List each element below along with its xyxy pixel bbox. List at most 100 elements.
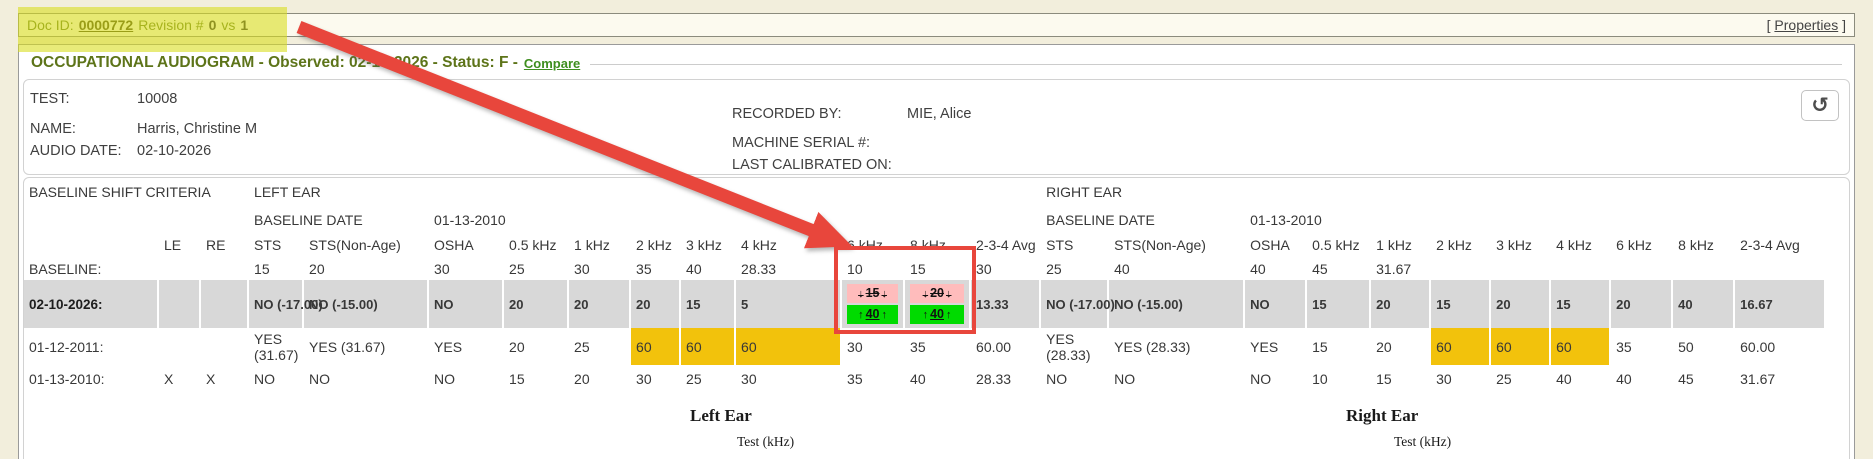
old-value-removed: ↓ 20 ↓ xyxy=(910,284,965,303)
table-row: 02-10-2026: NO (-17.00) NO (-15.00) NO 20 20 2… xyxy=(24,280,1847,328)
test-info-panel: TEST: 10008 NAME: Harris, Christine M AU… xyxy=(23,79,1850,175)
value-cell: 45 xyxy=(1306,257,1372,280)
audiogram-document: OCCUPATIONAL AUDIOGRAM - Observed: 02-10… xyxy=(18,44,1855,459)
value-cell: 13.33 xyxy=(970,280,1042,328)
audiogram-rows: BASELINE: 15 20 30 25 30 35 40 28.33 10 15 30 25 40 40… xyxy=(24,257,1847,393)
value-cell: 30 xyxy=(568,257,632,280)
column-header: STS xyxy=(1040,233,1110,257)
value-cell: 20 xyxy=(630,280,682,328)
left-baseline-date-label: BASELINE DATE xyxy=(248,206,430,233)
test-label: TEST: xyxy=(30,91,70,107)
value-cell: 31.67 xyxy=(1740,371,1776,387)
audiogram-table: BASELINE SHIFT CRITERIA LEFT EAR RIGHT E… xyxy=(24,178,1847,393)
name-label: NAME: xyxy=(30,121,76,137)
column-header: STS(Non-Age) xyxy=(303,233,430,257)
value-cell: NO xyxy=(428,365,505,393)
value-cell: 60 xyxy=(1430,328,1492,365)
column-header: 2 kHz xyxy=(1430,233,1492,257)
value-cell: 20 xyxy=(568,365,632,393)
value-cell: 25 xyxy=(503,257,570,280)
value-cell: 35 xyxy=(841,365,906,393)
document-header-bar: Doc ID: 0000772 Revision #0 vs 1 [ Propertie… xyxy=(18,13,1855,37)
value-cell: 25 xyxy=(680,365,737,393)
new-value-added: ↑ 40 ↑ xyxy=(910,305,965,324)
section-title-row: OCCUPATIONAL AUDIOGRAM - Observed: 02-10… xyxy=(31,54,1842,72)
value-cell: 60.00 xyxy=(1740,338,1776,355)
column-header: 2 kHz xyxy=(630,233,682,257)
value-cell: 40 xyxy=(1672,280,1736,328)
revision-a: 0 xyxy=(208,17,217,33)
column-header: 1 kHz xyxy=(1370,233,1432,257)
column-header: 0.5 kHz xyxy=(1306,233,1372,257)
value-cell: NO (-17.00) xyxy=(1040,280,1115,328)
value-cell: 25 xyxy=(1040,257,1110,280)
revision-b: 1 xyxy=(240,17,249,33)
column-header: 8 kHz xyxy=(904,233,972,257)
value-cell: X xyxy=(158,365,201,393)
new-value-added: ↑ 40 ↑ xyxy=(847,305,899,324)
value-cell: 50 xyxy=(1672,328,1736,365)
revision-compare-cell: ↓ 15 ↓ ↑ 40 ↑ xyxy=(841,280,906,328)
table-row: BASELINE: 15 20 30 25 30 35 40 28.33 10 15 30 25 40 40… xyxy=(24,257,1847,280)
value-cell: 15 xyxy=(904,257,972,280)
value-cell: 20 xyxy=(303,257,430,280)
empty-cell xyxy=(1430,257,1492,280)
value-cell: 60.00 xyxy=(970,328,1042,365)
value-cell: 20 xyxy=(1610,280,1674,328)
empty-cell xyxy=(1550,257,1612,280)
value-cell: 30 xyxy=(735,365,843,393)
value-cell: NO (-17.00) xyxy=(248,280,323,328)
column-header: 4 kHz xyxy=(1550,233,1612,257)
value-cell: X xyxy=(200,365,250,393)
compare-link[interactable]: Compare xyxy=(523,55,581,71)
value-cell: NO xyxy=(1244,280,1308,328)
baseline-shift-criteria-title: BASELINE SHIFT CRITERIA xyxy=(24,178,250,206)
value-cell: 25 xyxy=(1490,365,1552,393)
doc-id-label: Doc ID: xyxy=(27,17,74,33)
old-value-removed: ↓ 15 ↓ xyxy=(847,284,899,303)
value-cell: 5 xyxy=(735,280,843,328)
value-cell: YES xyxy=(428,328,505,365)
last-calibrated-label: LAST CALIBRATED ON: xyxy=(732,157,892,173)
value-cell: 40 xyxy=(680,257,737,280)
revision-label: Revision # xyxy=(138,17,204,33)
column-header: OSHA xyxy=(1244,233,1308,257)
vs-label: vs xyxy=(221,17,236,33)
empty-cell xyxy=(1490,257,1552,280)
value-cell: 10 xyxy=(1306,365,1372,393)
value-cell: 15 xyxy=(1306,280,1372,328)
column-header: 2-3-4 Avg xyxy=(970,233,1042,257)
empty-cell xyxy=(158,257,201,280)
value-cell: 30 xyxy=(841,328,906,365)
column-header: 6 kHz xyxy=(1610,233,1674,257)
empty-cell xyxy=(24,206,250,233)
value-cell: NO xyxy=(303,365,430,393)
left-ear-chart-title: Left Ear xyxy=(690,406,752,425)
column-header: 3 kHz xyxy=(680,233,737,257)
value-cell: 40 xyxy=(1244,257,1308,280)
right-ear-chart-title: Right Ear xyxy=(1346,406,1419,425)
value-cell: 40 xyxy=(1550,365,1612,393)
history-icon: ↺ xyxy=(1811,94,1829,117)
empty-cell xyxy=(1610,257,1674,280)
value-cell: 40 xyxy=(1108,257,1246,280)
value-cell: 60 xyxy=(1550,328,1612,365)
value-cell: 20 xyxy=(1490,280,1552,328)
value-cell: NO (-15.00) xyxy=(1108,280,1246,328)
column-header: 8 kHz xyxy=(1672,233,1736,257)
right-ear-chart-xlabel: Test (kHz) xyxy=(1394,434,1452,449)
doc-id-link[interactable]: 0000772 xyxy=(78,17,134,33)
value-cell: NO xyxy=(248,365,305,393)
value-cell: YES (31.67) xyxy=(248,328,305,365)
properties-link[interactable]: Properties xyxy=(1774,17,1839,33)
name-value: Harris, Christine M xyxy=(137,121,258,137)
value-cell: 35 xyxy=(1610,328,1674,365)
value-cell: 30 xyxy=(1430,365,1492,393)
column-header: 1 kHz xyxy=(568,233,632,257)
audiogram-title: OCCUPATIONAL AUDIOGRAM - Observed: 02-10… xyxy=(31,54,518,71)
history-button[interactable]: ↺ xyxy=(1801,90,1839,121)
value-cell: 35 xyxy=(630,257,682,280)
value-cell: 31.67 xyxy=(1370,257,1432,280)
right-baseline-date-value: 01-13-2010 xyxy=(1250,211,1322,228)
